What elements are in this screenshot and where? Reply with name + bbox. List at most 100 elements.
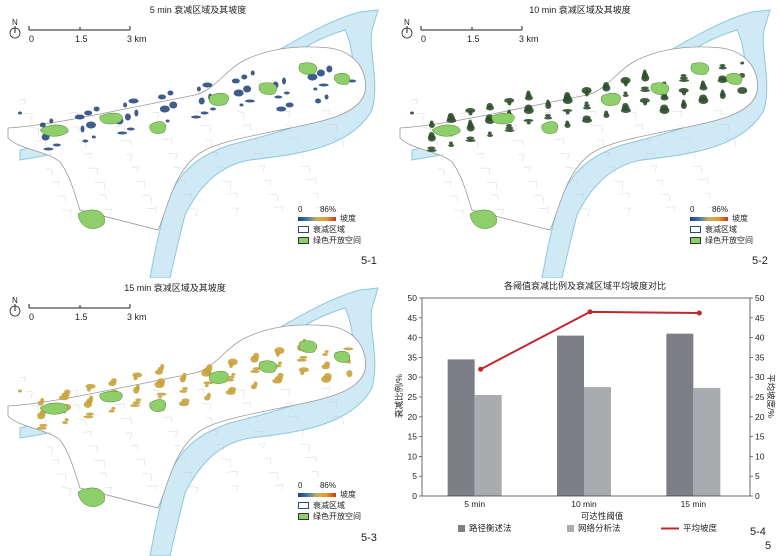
slope-ramp [298, 492, 336, 497]
panel-label: 5-2 [752, 255, 768, 267]
scale-tick-2: 3 km [127, 312, 147, 322]
scale-tick-1: 1.5 [467, 34, 480, 44]
study-area [7, 324, 366, 509]
decay-swatch [690, 226, 701, 233]
north-label: N [404, 18, 410, 27]
y-tick-label: 35 [408, 352, 418, 362]
y2-tick-label: 25 [755, 392, 765, 402]
bar-line-chart: 各阈值衰减比例及衰减区域平均坡度对比 0 0 5 5 10 10 15 15 20 20 25 25 3… [394, 280, 776, 533]
decay-swatch [298, 226, 309, 233]
map-5min [7, 9, 379, 278]
y-tick-label: 50 [408, 293, 418, 303]
y2-tick-label: 20 [755, 412, 765, 422]
legend-decay: 衰减区域 [313, 225, 345, 234]
decay-swatch [298, 502, 309, 509]
y-tick-label: 25 [408, 392, 418, 402]
slope-point-1 [478, 366, 484, 372]
scale-tick-0: 0 [29, 312, 35, 322]
map-title: 15 min 衰减区域及其坡度 [124, 283, 226, 293]
decay-patches [18, 65, 357, 151]
y2-axis-label: 平均坡度/% [766, 374, 776, 418]
legend-slope-line-text: 平均坡度 [683, 523, 718, 533]
y2-tick-label: 30 [755, 372, 765, 382]
decay-patches [18, 338, 354, 430]
ramp-max: 86% [319, 205, 336, 214]
bar-network-2 [584, 387, 611, 496]
legend-green: 绿色开放空间 [313, 236, 361, 245]
green-space-1 [39, 402, 69, 415]
green-space-1 [39, 124, 69, 137]
scale-tick-2: 3 km [519, 34, 539, 44]
green-space-3 [149, 399, 166, 412]
y-axis-label: 衰减比例/% [394, 374, 404, 418]
y2-tick-label: 15 [755, 432, 765, 442]
green-space-4 [600, 93, 621, 106]
green-space-5 [258, 360, 278, 373]
legend-green: 绿色开放空间 [313, 512, 361, 521]
y2-tick-label: 45 [755, 313, 765, 323]
scale-tick-0: 0 [29, 34, 35, 44]
x-tick-label: 10 min [571, 499, 597, 509]
scale-bar [28, 26, 131, 31]
green-space-6 [298, 340, 318, 353]
ramp-min: 0 [298, 481, 303, 490]
y-tick-label: 10 [408, 451, 418, 461]
green-space-8 [77, 487, 105, 507]
bar-path-3 [666, 333, 694, 496]
x-tick-label: 15 min [681, 499, 707, 509]
legend-slope: 坡度 [340, 490, 356, 499]
y-tick-label: 15 [408, 432, 418, 442]
ramp-max: 86% [319, 481, 336, 490]
scale-bar [420, 26, 523, 31]
legend-path-text: 路径衡述法 [469, 523, 512, 533]
green-swatch [690, 237, 701, 244]
scale-bar [28, 304, 131, 309]
green-space-6 [690, 62, 710, 75]
legend-slope: 坡度 [340, 214, 356, 223]
scale-tick-0: 0 [421, 34, 427, 44]
legend-path-swatch [458, 525, 465, 532]
north-label: N [12, 18, 18, 27]
map-title: 5 min 衰减区域及其坡度 [149, 5, 247, 15]
legend-green: 绿色开放空间 [705, 236, 753, 245]
street-network [19, 376, 344, 496]
green-space-2 [99, 112, 123, 125]
green-space-4 [208, 93, 229, 106]
scale-tick-1: 1.5 [75, 34, 88, 44]
study-area [399, 46, 758, 231]
bar-network-3 [693, 387, 721, 496]
y2-tick-label: 10 [755, 451, 765, 461]
green-space-3 [149, 121, 166, 134]
ramp-max: 86% [711, 205, 728, 214]
green-swatch [298, 237, 309, 244]
x-tick-label: 5 min [464, 499, 485, 509]
ramp-min: 0 [298, 205, 303, 214]
green-space-4 [208, 371, 229, 384]
y2-tick-label: 40 [755, 333, 765, 343]
y-tick-label: 40 [408, 333, 418, 343]
green-space-3 [541, 121, 558, 134]
map-title: 10 min 衰减区域及其坡度 [529, 5, 631, 15]
panel-label: 5-3 [361, 532, 377, 544]
north-arrow-icon [9, 304, 21, 317]
map-15min [7, 287, 379, 556]
y-tick-label: 20 [408, 412, 418, 422]
map-panel-5min: 5 min 衰减区域及其坡度 N 0 1.5 3 km 0 86% 坡度 衰减区域… [0, 0, 389, 278]
y-tick-label: 30 [408, 372, 418, 382]
bar-network-1 [474, 395, 502, 496]
green-space-8 [77, 209, 105, 229]
scale-tick-1: 1.5 [75, 312, 88, 322]
green-space-8 [469, 209, 497, 229]
green-space-7 [334, 350, 351, 363]
chart-title: 各阈值衰减比例及衰减区域平均坡度对比 [504, 280, 666, 291]
ramp-min: 0 [690, 205, 695, 214]
x-axis-label: 可达性阈值 [581, 511, 624, 521]
map-panel-15min: 15 min 衰减区域及其坡度 N 0 1.5 3 km 0 86% 坡度 衰减区… [0, 278, 389, 556]
green-space-2 [99, 390, 123, 403]
y2-tick-label: 0 [755, 491, 760, 501]
scale-tick-2: 3 km [127, 34, 147, 44]
map-legend: 0 86% 坡度 衰减区域 绿色开放空间 [298, 480, 361, 522]
north-arrow-icon [9, 26, 21, 39]
north-label: N [12, 296, 18, 305]
legend-decay: 衰减区域 [705, 225, 737, 234]
